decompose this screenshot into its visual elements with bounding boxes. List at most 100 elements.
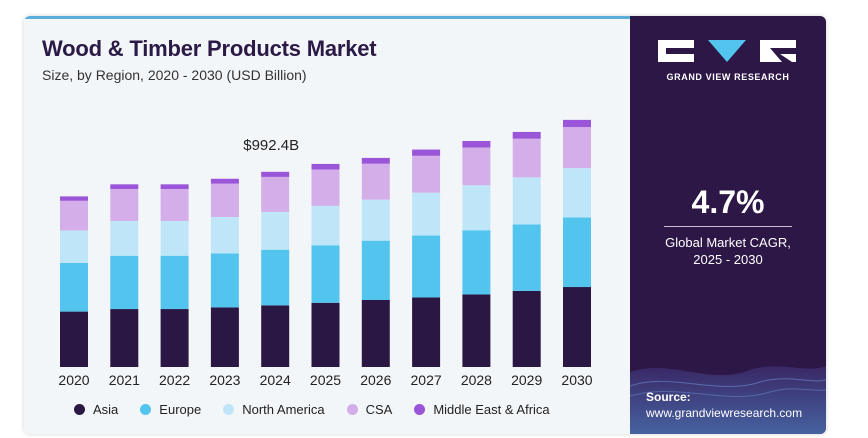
accent-bar: [24, 16, 630, 19]
bar-segment-asia-2023: [210, 307, 239, 367]
bar-segment-europe-2025: [311, 245, 340, 303]
legend-label-middle-east-africa: Middle East & Africa: [433, 402, 550, 417]
x-tick-label-2023: 2023: [209, 372, 240, 388]
bar-segment-middle-east-africa-2030: [563, 119, 591, 128]
bar-segment-europe-2022: [160, 255, 189, 310]
legend-item-asia: Asia: [74, 402, 118, 417]
legend-swatch-north-america: [223, 404, 235, 415]
brand-name: GRAND VIEW RESEARCH: [666, 72, 790, 82]
bar-segment-middle-east-africa-2026: [361, 157, 390, 164]
bar-segment-middle-east-africa-2027: [412, 149, 441, 156]
legend-label-asia: Asia: [93, 402, 119, 417]
legend-swatch-asia: [74, 404, 85, 415]
bar-segment-europe-2029: [512, 224, 541, 291]
cagr-label: Global Market CAGR, 2025 - 2030: [630, 234, 826, 268]
wave-decoration: [630, 366, 826, 434]
bar-segment-asia-2029: [512, 290, 541, 367]
bar-segment-middle-east-africa-2020: [60, 196, 88, 201]
source-label: Source:: [646, 390, 691, 404]
bar-segment-north-america-2030: [563, 168, 591, 218]
source-url[interactable]: www.grandviewresearch.com: [646, 406, 803, 420]
bar-segment-north-america-2020: [60, 230, 88, 263]
bar-segment-csa-2029: [512, 138, 541, 178]
bar-segment-middle-east-africa-2025: [311, 163, 340, 170]
bar-segment-asia-2021: [110, 309, 139, 367]
x-tick-label-2025: 2025: [310, 372, 341, 388]
legend-swatch-middle-east-africa: [414, 404, 426, 415]
bar-segment-asia-2026: [361, 300, 390, 367]
chart-legend: Asia Europe North America CSA Middle East & …: [74, 402, 572, 417]
bar-segment-europe-2030: [563, 217, 591, 288]
bar-segment-csa-2021: [110, 188, 139, 221]
bar-segment-asia-2027: [412, 297, 441, 367]
legend-item-north-america: North America: [223, 402, 325, 417]
bar-segment-csa-2030: [563, 127, 591, 169]
legend-label-north-america: North America: [242, 402, 325, 417]
cagr-value: 4.7%: [691, 184, 765, 220]
bar-segment-csa-2028: [462, 147, 491, 186]
x-tick-label-2021: 2021: [109, 372, 140, 388]
legend-item-middle-east-africa: Middle East & Africa: [414, 402, 550, 417]
bar-segment-asia-2024: [261, 305, 290, 367]
bar-segment-asia-2022: [160, 309, 189, 367]
cagr-label-line1: Global Market CAGR,: [665, 235, 791, 250]
legend-item-csa: CSA: [346, 402, 393, 417]
bar-segment-europe-2026: [361, 240, 390, 301]
bar-segment-asia-2030: [563, 287, 591, 367]
x-tick-label-2030: 2030: [561, 372, 592, 388]
bar-segment-csa-2022: [160, 188, 189, 221]
x-tick-label-2020: 2020: [58, 372, 89, 388]
bar-segment-europe-2024: [261, 249, 290, 306]
bar-segment-middle-east-africa-2021: [110, 184, 139, 189]
bar-segment-europe-2020: [60, 262, 88, 312]
bar-segment-middle-east-africa-2023: [210, 178, 239, 184]
value-annotation-2024: $992.4B: [243, 137, 299, 154]
bar-segment-north-america-2022: [160, 220, 189, 256]
bar-segment-middle-east-africa-2028: [462, 140, 491, 148]
chart-title: Wood & Timber Products Market: [42, 36, 377, 61]
bar-segment-europe-2027: [412, 235, 441, 298]
bar-segment-csa-2020: [60, 200, 88, 231]
bar-segment-asia-2028: [462, 294, 491, 367]
x-tick-label-2026: 2026: [360, 372, 391, 388]
bar-segment-middle-east-africa-2024: [261, 171, 290, 177]
bar-segment-asia-2020: [60, 311, 88, 367]
legend-label-csa: CSA: [365, 402, 393, 417]
bar-segment-europe-2021: [110, 255, 139, 310]
bar-segment-csa-2024: [261, 176, 290, 212]
bar-segment-csa-2027: [412, 155, 441, 193]
x-tick-label-2024: 2024: [260, 372, 291, 388]
summary-sidebar: GRAND VIEW RESEARCH 4.7% Global Market C…: [630, 16, 826, 434]
bar-segment-csa-2025: [311, 169, 340, 206]
bar-segment-europe-2028: [462, 230, 491, 295]
bar-segment-csa-2023: [210, 183, 239, 218]
legend-swatch-csa: [346, 404, 358, 415]
bar-segment-north-america-2023: [210, 217, 239, 254]
bar-segment-middle-east-africa-2029: [512, 131, 541, 139]
legend-item-europe: Europe: [140, 402, 201, 417]
grand-view-research-logo: [658, 40, 796, 62]
bar-segment-north-america-2028: [462, 185, 491, 231]
bar-segment-north-america-2025: [311, 205, 340, 246]
legend-swatch-europe: [140, 404, 152, 415]
chart-subtitle: Size, by Region, 2020 - 2030 (USD Billio…: [42, 67, 307, 83]
chart-panel: Wood & Timber Products Market Size, by R…: [24, 16, 630, 434]
legend-label-europe: Europe: [159, 402, 202, 417]
bar-segment-north-america-2029: [512, 177, 541, 225]
bar-segment-north-america-2026: [361, 199, 390, 241]
bar-segment-europe-2023: [210, 253, 239, 308]
bar-segment-north-america-2021: [110, 220, 139, 256]
bar-segment-middle-east-africa-2022: [160, 184, 189, 189]
x-tick-label-2029: 2029: [511, 372, 542, 388]
bar-segment-csa-2026: [361, 163, 390, 200]
bar-segment-north-america-2024: [261, 211, 290, 250]
bar-segment-asia-2025: [311, 302, 340, 367]
x-tick-label-2022: 2022: [159, 372, 190, 388]
x-tick-label-2027: 2027: [411, 372, 442, 388]
bar-segment-north-america-2027: [412, 192, 441, 236]
x-tick-label-2028: 2028: [461, 372, 492, 388]
cagr-label-line2: 2025 - 2030: [693, 252, 763, 267]
infographic-card: Wood & Timber Products Market Size, by R…: [24, 16, 826, 434]
stacked-bar-chart: 2020 2021 2022 2023 2024 $992.4B 2025 2026 2027 2…: [58, 119, 593, 388]
divider: [664, 226, 792, 227]
